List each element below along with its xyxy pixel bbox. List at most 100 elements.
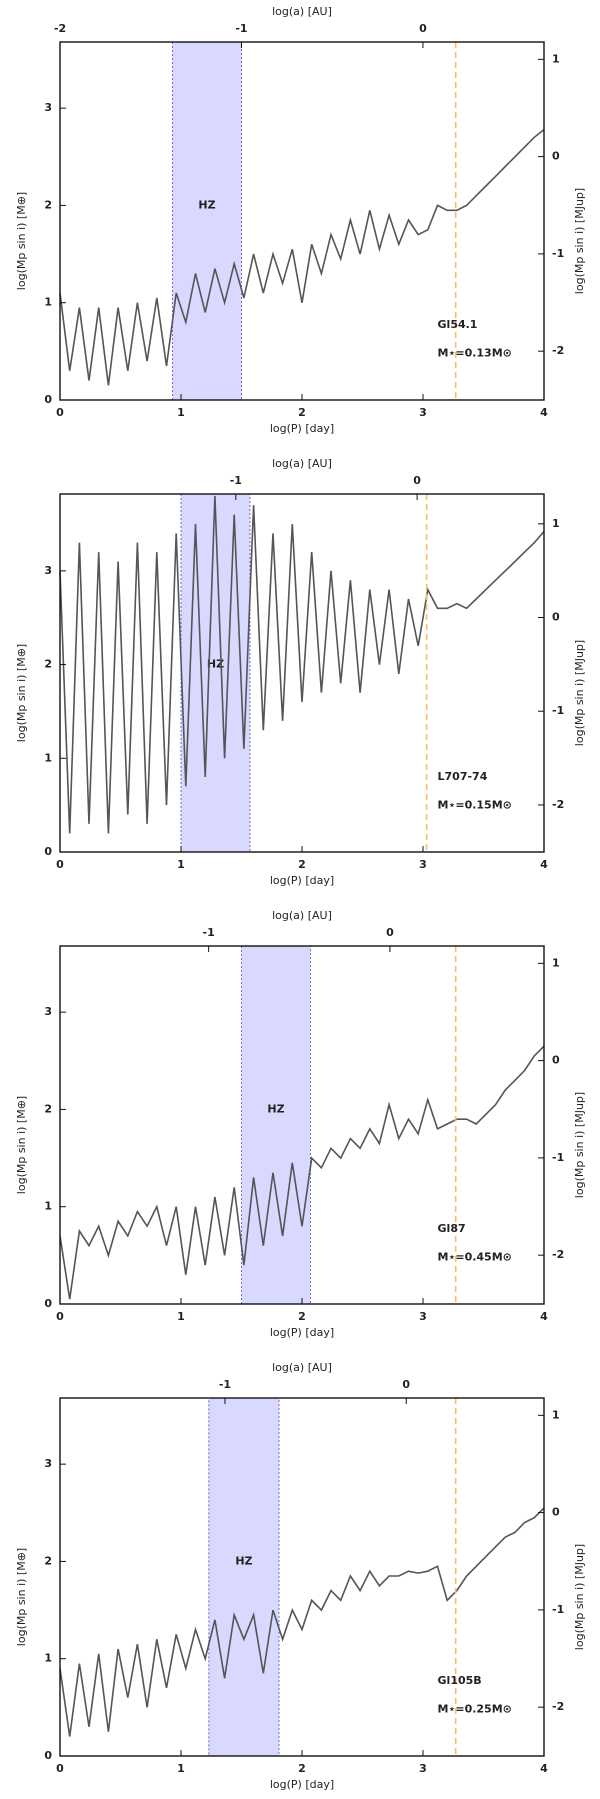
y2-tick-label: -1 [552, 1151, 564, 1164]
x-tick-label: 0 [56, 406, 64, 419]
star-mass: M⋆=0.15M⊙ [438, 798, 512, 811]
detection-limit-curve [59, 128, 545, 386]
x2-tick-label: -1 [219, 1378, 231, 1391]
x2-axis-label: log(a) [AU] [272, 909, 332, 922]
x-tick-label: 2 [298, 406, 306, 419]
star-name: L707-74 [438, 770, 488, 783]
y-tick-label: 2 [44, 1102, 52, 1115]
detection-limit-curve [59, 495, 545, 834]
y2-tick-label: -2 [552, 344, 564, 357]
y2-tick-label: 0 [552, 611, 560, 624]
y2-tick-label: 0 [552, 1054, 560, 1067]
detection-limit-curve [59, 1507, 545, 1737]
y-axis-label: log(Mp sin i) [M⊕] [15, 192, 28, 290]
y2-tick-label: -2 [552, 1700, 564, 1713]
x-tick-label: 1 [177, 406, 185, 419]
x-tick-label: 0 [56, 1762, 64, 1775]
x-axis-label: log(P) [day] [270, 422, 334, 435]
x2-tick-label: -1 [203, 926, 215, 939]
x-tick-label: 3 [419, 1762, 427, 1775]
y-tick-label: 0 [44, 393, 52, 406]
x2-tick-label: -2 [54, 22, 66, 35]
x-tick-label: 1 [177, 1762, 185, 1775]
x-axis-label: log(P) [day] [270, 874, 334, 887]
x-tick-label: 4 [540, 1310, 548, 1323]
y2-axis-label: log(Mp sin i) [MJup] [573, 1544, 586, 1650]
y-tick-label: 0 [44, 1749, 52, 1762]
x-tick-label: 3 [419, 858, 427, 871]
y-tick-label: 2 [44, 198, 52, 211]
y2-axis-label: log(Mp sin i) [MJup] [573, 188, 586, 294]
y-tick-label: 1 [44, 751, 52, 764]
star-mass: M⋆=0.45M⊙ [438, 1250, 512, 1263]
habitable-zone [241, 945, 311, 1305]
y2-tick-label: 1 [552, 517, 560, 530]
star-mass: M⋆=0.25M⊙ [438, 1702, 512, 1715]
detection-limit-curve [59, 1045, 545, 1300]
star-name: Gl87 [438, 1222, 466, 1235]
y2-axis-label: log(Mp sin i) [MJup] [573, 640, 586, 746]
hz-label: HZ [267, 1102, 284, 1115]
y-axis-label: log(Mp sin i) [M⊕] [15, 1096, 28, 1194]
y-tick-label: 1 [44, 1652, 52, 1665]
x-tick-label: 3 [419, 406, 427, 419]
y-tick-label: 0 [44, 1297, 52, 1310]
x-tick-label: 4 [540, 1762, 548, 1775]
x-axis-label: log(P) [day] [270, 1778, 334, 1791]
y-tick-label: 2 [44, 1554, 52, 1567]
x-tick-label: 2 [298, 858, 306, 871]
star-mass: M⋆=0.13M⊙ [438, 346, 512, 359]
y2-tick-label: 1 [552, 956, 560, 969]
y-tick-label: 1 [44, 1200, 52, 1213]
x2-axis-label: log(a) [AU] [272, 457, 332, 470]
x-tick-label: 4 [540, 406, 548, 419]
y2-tick-label: 1 [552, 1408, 560, 1421]
x2-tick-label: -1 [235, 22, 247, 35]
x2-tick-label: 0 [402, 1378, 410, 1391]
x2-tick-label: -1 [230, 474, 242, 487]
habitable-zone [208, 1397, 280, 1757]
x2-axis-label: log(a) [AU] [272, 1361, 332, 1374]
star-name: Gl105B [438, 1674, 482, 1687]
x-tick-label: 1 [177, 858, 185, 871]
y2-tick-label: -1 [552, 247, 564, 260]
y2-tick-label: -2 [552, 1248, 564, 1261]
y-tick-label: 2 [44, 658, 52, 671]
hz-label: HZ [198, 198, 215, 211]
y-axis-label: log(Mp sin i) [M⊕] [15, 1548, 28, 1646]
hz-label: HZ [207, 658, 224, 671]
x2-axis-label: log(a) [AU] [272, 5, 332, 18]
x-tick-label: 3 [419, 1310, 427, 1323]
x2-tick-label: 0 [386, 926, 394, 939]
y2-tick-label: 0 [552, 1506, 560, 1519]
y-tick-label: 3 [44, 101, 52, 114]
habitable-zone [172, 41, 242, 401]
habitable-zone [180, 493, 251, 853]
x-axis-label: log(P) [day] [270, 1326, 334, 1339]
hz-label: HZ [235, 1554, 252, 1567]
x-tick-label: 0 [56, 1310, 64, 1323]
y-tick-label: 3 [44, 1457, 52, 1470]
y2-tick-label: -1 [552, 704, 564, 717]
y-tick-label: 3 [44, 564, 52, 577]
x2-tick-label: 0 [413, 474, 421, 487]
y2-tick-label: 1 [552, 52, 560, 65]
y-axis-label: log(Mp sin i) [M⊕] [15, 644, 28, 742]
x-tick-label: 1 [177, 1310, 185, 1323]
x-tick-label: 2 [298, 1310, 306, 1323]
y2-tick-label: 0 [552, 150, 560, 163]
y2-tick-label: -1 [552, 1603, 564, 1616]
y-tick-label: 1 [44, 296, 52, 309]
x2-tick-label: 0 [419, 22, 427, 35]
y2-axis-label: log(Mp sin i) [MJup] [573, 1092, 586, 1198]
x-tick-label: 2 [298, 1762, 306, 1775]
y-tick-label: 3 [44, 1005, 52, 1018]
y2-tick-label: -2 [552, 798, 564, 811]
star-name: Gl54.1 [438, 318, 478, 331]
y-tick-label: 0 [44, 845, 52, 858]
